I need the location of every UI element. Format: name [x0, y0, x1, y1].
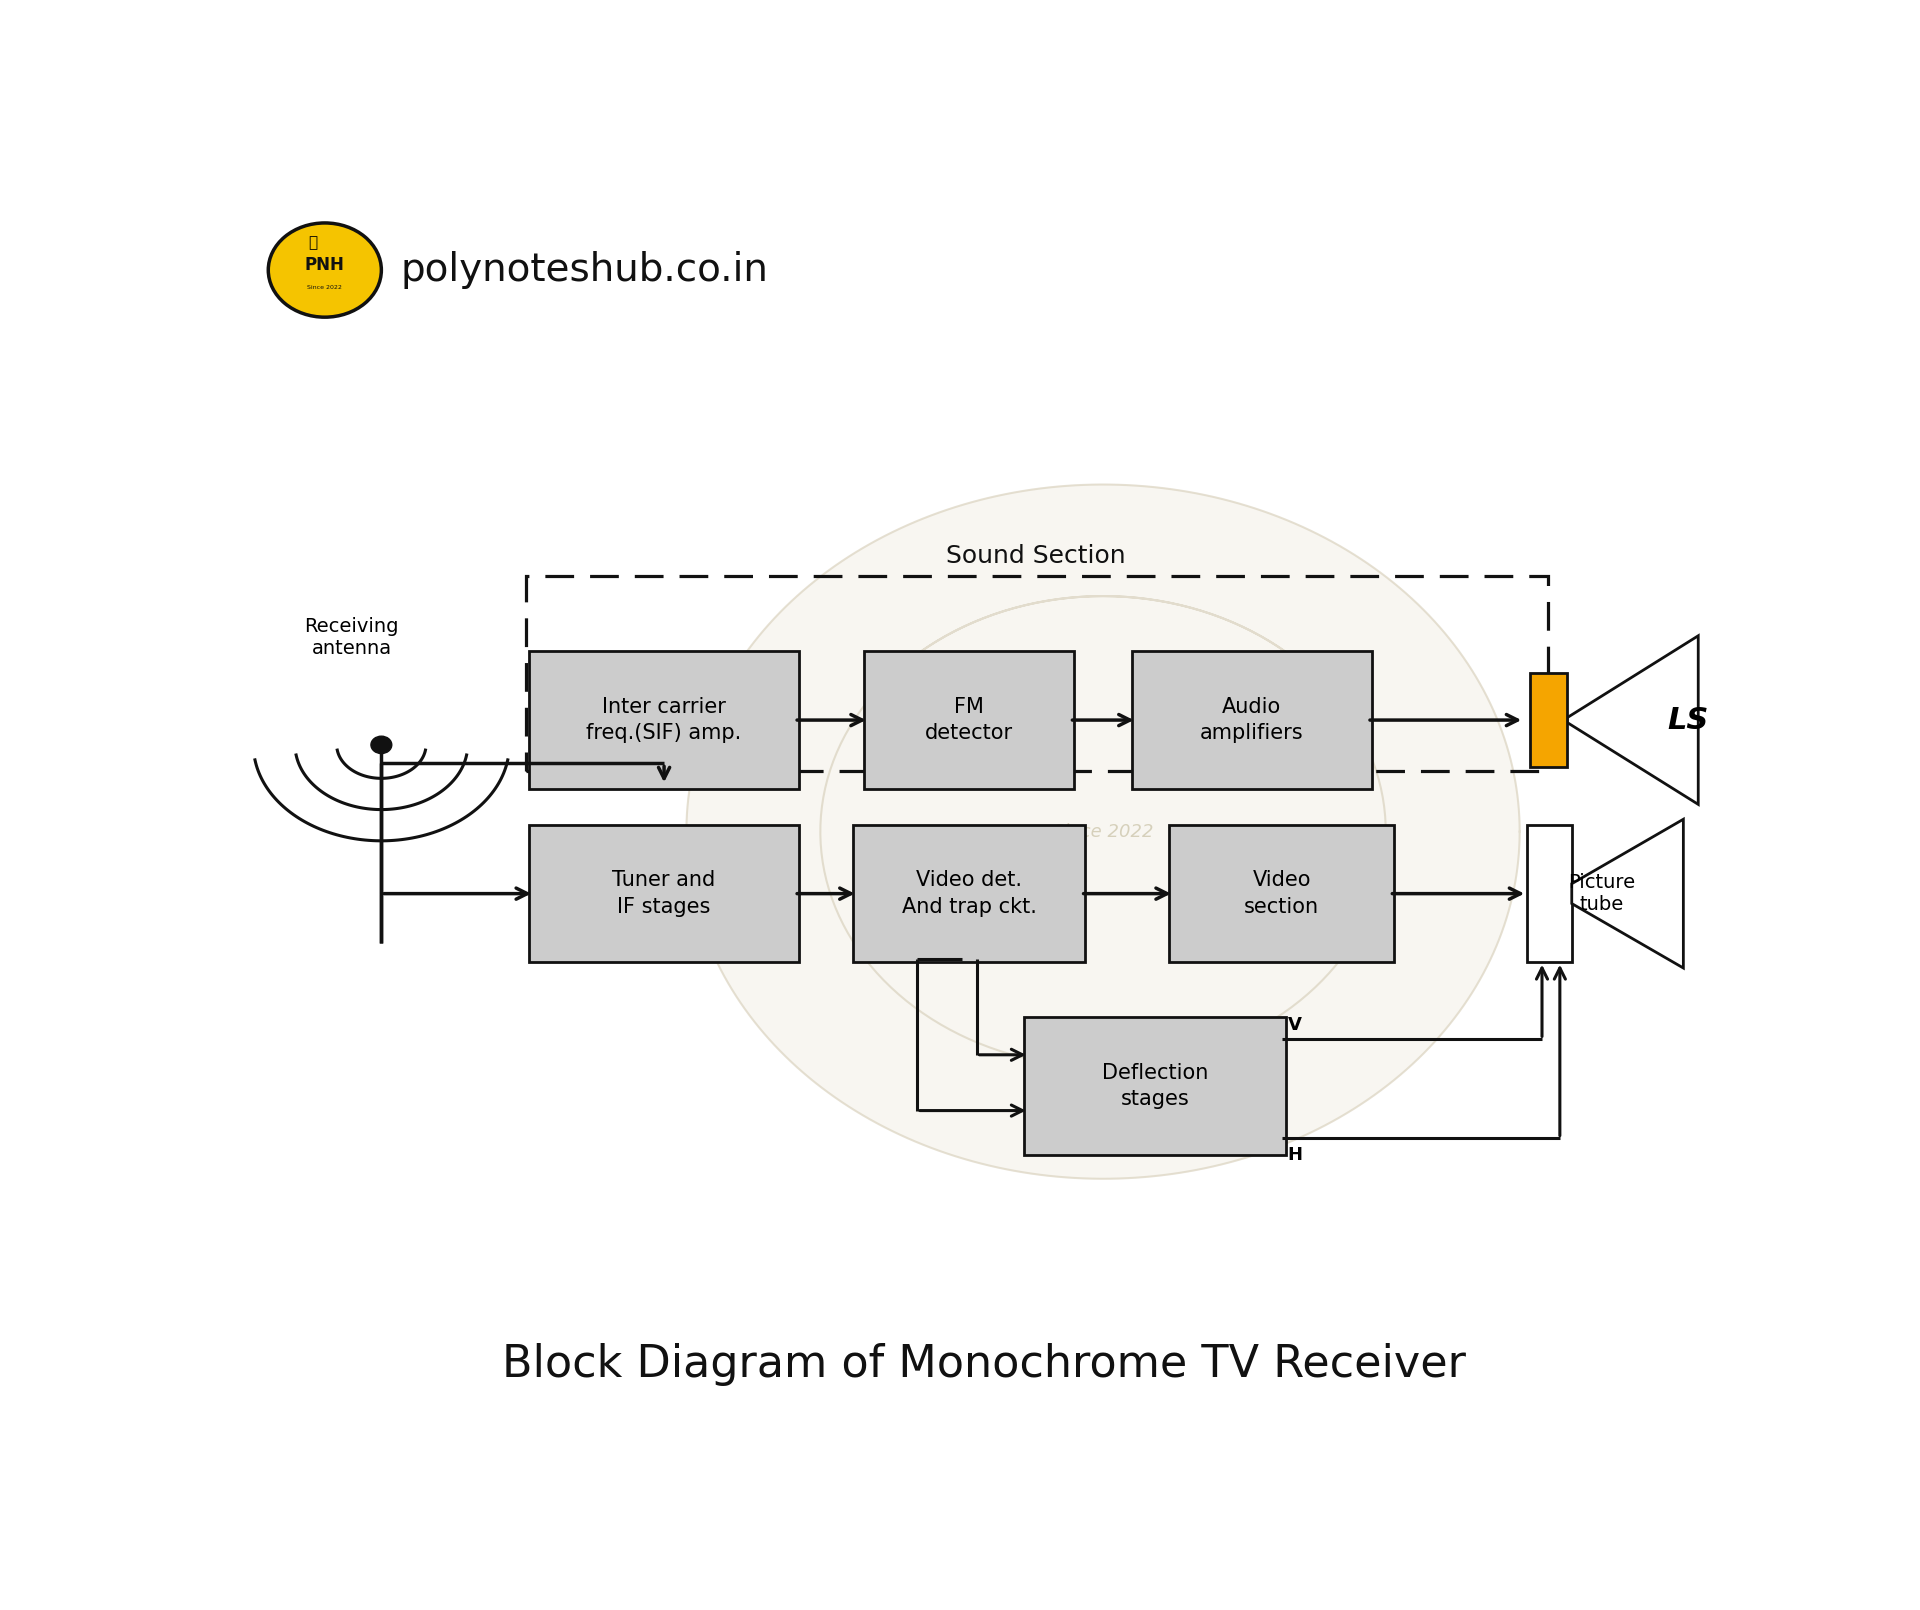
- Text: H: H: [1288, 1146, 1302, 1164]
- Text: Sound Section: Sound Section: [947, 544, 1125, 568]
- Text: Receiving
antenna: Receiving antenna: [305, 617, 399, 658]
- Text: Since 2022: Since 2022: [307, 285, 342, 290]
- FancyBboxPatch shape: [864, 652, 1073, 789]
- FancyBboxPatch shape: [852, 824, 1085, 963]
- FancyBboxPatch shape: [1169, 824, 1394, 963]
- Polygon shape: [1572, 819, 1684, 968]
- Text: Tuner and
IF stages: Tuner and IF stages: [612, 871, 716, 916]
- FancyBboxPatch shape: [1023, 1018, 1286, 1154]
- Text: Since 2022: Since 2022: [1052, 823, 1154, 840]
- Text: Inter carrier
freq.(SIF) amp.: Inter carrier freq.(SIF) amp.: [586, 697, 741, 744]
- Text: Block Diagram of Monochrome TV Receiver: Block Diagram of Monochrome TV Receiver: [501, 1343, 1467, 1386]
- FancyBboxPatch shape: [530, 652, 799, 789]
- Polygon shape: [687, 485, 1521, 1179]
- Text: LS: LS: [1667, 705, 1709, 734]
- FancyBboxPatch shape: [530, 824, 799, 963]
- Text: Picture
tube: Picture tube: [1569, 873, 1636, 914]
- FancyBboxPatch shape: [1133, 652, 1371, 789]
- Circle shape: [269, 222, 382, 317]
- Text: V: V: [1288, 1016, 1302, 1034]
- Text: FM
detector: FM detector: [925, 697, 1014, 744]
- Text: polynoteshub.co.in: polynoteshub.co.in: [401, 251, 768, 290]
- Bar: [1530, 673, 1567, 768]
- Text: Video
section: Video section: [1244, 871, 1319, 916]
- Bar: [1526, 826, 1572, 961]
- Text: PNH: PNH: [305, 256, 346, 274]
- Circle shape: [371, 736, 392, 753]
- Text: Deflection
stages: Deflection stages: [1102, 1063, 1208, 1109]
- Text: Video det.
And trap ckt.: Video det. And trap ckt.: [902, 871, 1037, 916]
- Polygon shape: [1567, 636, 1697, 805]
- Text: 🎓: 🎓: [309, 235, 317, 250]
- Text: Audio
amplifiers: Audio amplifiers: [1200, 697, 1304, 744]
